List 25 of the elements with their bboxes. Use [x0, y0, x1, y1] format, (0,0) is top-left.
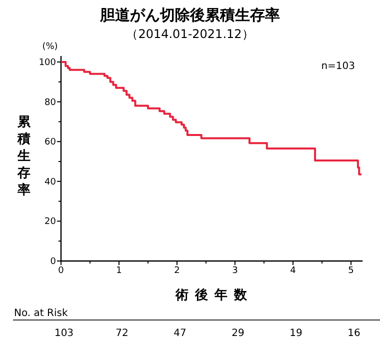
text: 72: [116, 328, 128, 339]
x-tick-label: 3: [232, 266, 238, 276]
annotation: n=103: [321, 61, 355, 72]
y-tick-label: 100: [38, 58, 56, 68]
x-axis-title: 術 後 年 数: [174, 287, 248, 303]
y-tick-label: 40: [44, 177, 56, 188]
x-tick-label: 2: [174, 266, 180, 276]
y-axis-title: 累積生存率: [16, 115, 32, 198]
text: 19: [290, 328, 302, 339]
text: No. at Risk: [14, 308, 68, 319]
x-tick-label: 5: [348, 266, 354, 276]
text: 47: [174, 328, 186, 339]
text: 29: [232, 328, 244, 339]
text: 103: [54, 328, 74, 339]
y-tick-label: 20: [44, 217, 56, 228]
y-tick-label: 80: [44, 98, 56, 108]
text: (%): [42, 42, 58, 52]
y-tick-label: 0: [50, 257, 56, 267]
chart-subtitle: （2014.01-2021.12）: [126, 27, 254, 41]
x-tick-label: 0: [58, 266, 64, 276]
chart-title: 胆道がん切除後累積生存率: [99, 6, 280, 24]
x-tick-label: 4: [290, 266, 296, 276]
x-tick-label: 1: [116, 266, 122, 276]
y-tick-label: 60: [44, 138, 56, 148]
text: 16: [348, 328, 360, 339]
